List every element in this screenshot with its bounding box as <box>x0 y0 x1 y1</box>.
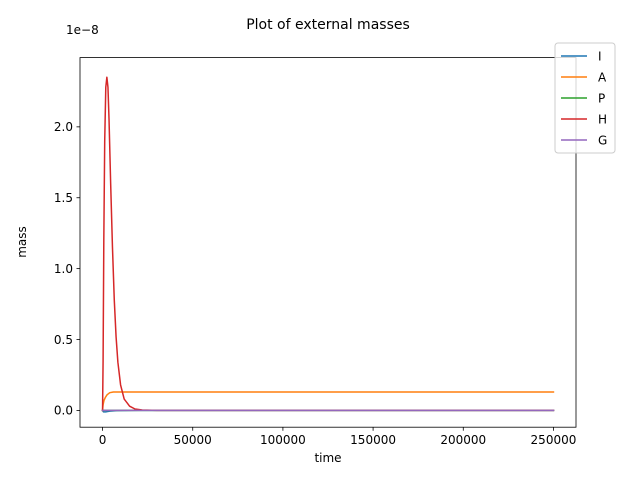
legend-label-p: P <box>598 91 605 105</box>
y-tick-label: 0.5 <box>54 333 73 347</box>
y-axis-label: mass <box>15 226 29 258</box>
x-axis-ticks: 0 50000 100000 150000 200000 250000 <box>99 427 577 447</box>
y-tick-label: 1.5 <box>54 191 73 205</box>
x-tick-label: 50000 <box>174 433 212 447</box>
y-tick-label: 2.0 <box>54 120 73 134</box>
x-tick-label: 250000 <box>531 433 577 447</box>
chart-title: Plot of external masses <box>246 17 410 33</box>
y-tick-label: 0.0 <box>54 404 73 418</box>
x-tick-label: 100000 <box>260 433 306 447</box>
series-line-a <box>101 391 555 412</box>
x-tick-label: 200000 <box>440 433 486 447</box>
legend-label-a: A <box>598 70 607 84</box>
y-tick-label: 1.0 <box>54 262 73 276</box>
x-tick-label: 150000 <box>350 433 396 447</box>
plot-frame <box>79 57 577 428</box>
legend-label-h: H <box>598 112 607 126</box>
x-axis-label: time <box>314 451 341 465</box>
y-axis-ticks: 0.0 0.5 1.0 1.5 2.0 <box>54 120 80 418</box>
x-tick-label: 0 <box>99 433 107 447</box>
legend-label-i: I <box>598 49 602 63</box>
legend-label-g: G <box>598 133 607 147</box>
y-offset-text: 1e−8 <box>66 23 99 37</box>
series-layer <box>101 76 555 413</box>
